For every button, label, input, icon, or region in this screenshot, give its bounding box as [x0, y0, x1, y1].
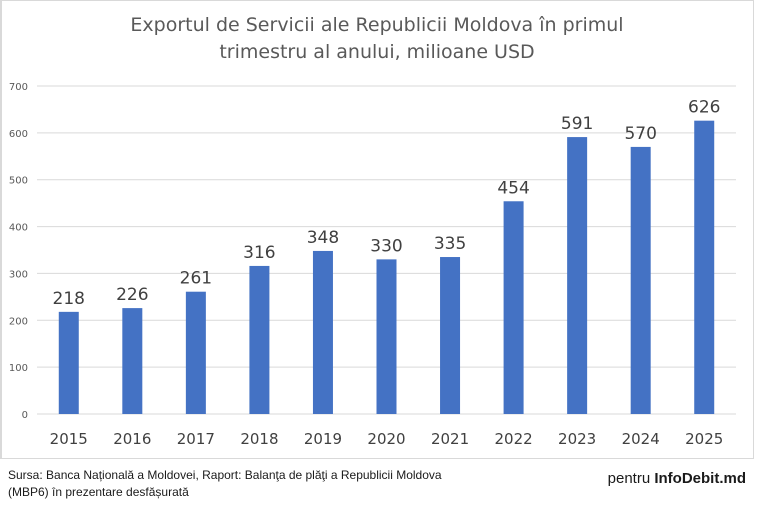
chart-title-line2: trimestru al anului, milioane USD [219, 41, 535, 63]
source-line-1: Sursa: Banca Națională a Moldovei, Rapor… [8, 468, 442, 482]
x-tick-label: 2020 [367, 430, 405, 448]
credit-brand: InfoDebit.md [654, 470, 746, 487]
x-tick-label: 2023 [558, 430, 596, 448]
y-axis: 0 100 200 300 400 500 600 700 [9, 82, 28, 421]
x-tick-label: 2017 [177, 430, 215, 448]
source-line-2: (MBP6) în prezentare desfășurată [8, 485, 189, 499]
chart-title-line1: Exportul de Servicii ale Republicii Mold… [130, 14, 624, 36]
y-tick-label: 600 [9, 129, 28, 140]
credit-prefix: pentru [607, 470, 655, 487]
y-tick-label: 300 [9, 269, 28, 280]
x-axis: 2015 2016 2017 2018 2019 2020 2021 2022 2023 2024… [50, 430, 724, 448]
data-labels: 218 226 261 316 348 330 335 454 591 570 626 [53, 98, 721, 309]
y-tick-label: 500 [9, 176, 28, 187]
y-tick-label: 0 [22, 410, 28, 421]
bar [694, 120, 715, 414]
data-label: 226 [116, 285, 148, 305]
x-tick-label: 2015 [50, 430, 88, 448]
bar [58, 311, 79, 414]
data-label: 570 [624, 124, 656, 144]
bar [567, 137, 588, 414]
data-label: 261 [180, 269, 212, 289]
x-tick-label: 2022 [494, 430, 532, 448]
credit: pentru InfoDebit.md [608, 470, 746, 487]
y-tick-label: 700 [9, 82, 28, 93]
data-label: 591 [561, 114, 593, 134]
bar [503, 201, 524, 414]
x-tick-label: 2024 [622, 430, 660, 448]
bars [58, 120, 715, 414]
y-tick-label: 100 [9, 363, 28, 374]
bar [249, 265, 270, 414]
bar-chart: 0 100 200 300 400 500 600 700 218 226 261 316 348 33… [9, 82, 736, 448]
data-label: 218 [53, 289, 85, 309]
y-tick-label: 400 [9, 223, 28, 234]
x-tick-label: 2018 [240, 430, 278, 448]
bar [122, 308, 143, 414]
data-label: 316 [243, 243, 275, 263]
data-label: 626 [688, 98, 720, 118]
data-label: 454 [497, 178, 529, 198]
data-label: 348 [307, 228, 339, 248]
x-tick-label: 2016 [113, 430, 151, 448]
data-label: 335 [434, 234, 466, 254]
data-label: 330 [370, 236, 402, 256]
x-tick-label: 2025 [685, 430, 723, 448]
bar [376, 259, 397, 414]
source-note: Sursa: Banca Națională a Moldovei, Rapor… [8, 467, 442, 501]
bar [185, 291, 206, 414]
bar [440, 257, 461, 414]
x-tick-label: 2021 [431, 430, 469, 448]
y-tick-label: 200 [9, 316, 28, 327]
x-tick-label: 2019 [304, 430, 342, 448]
bar [630, 146, 651, 414]
bar [312, 250, 333, 414]
chart-title: Exportul de Servicii ale Republicii Mold… [0, 12, 754, 66]
